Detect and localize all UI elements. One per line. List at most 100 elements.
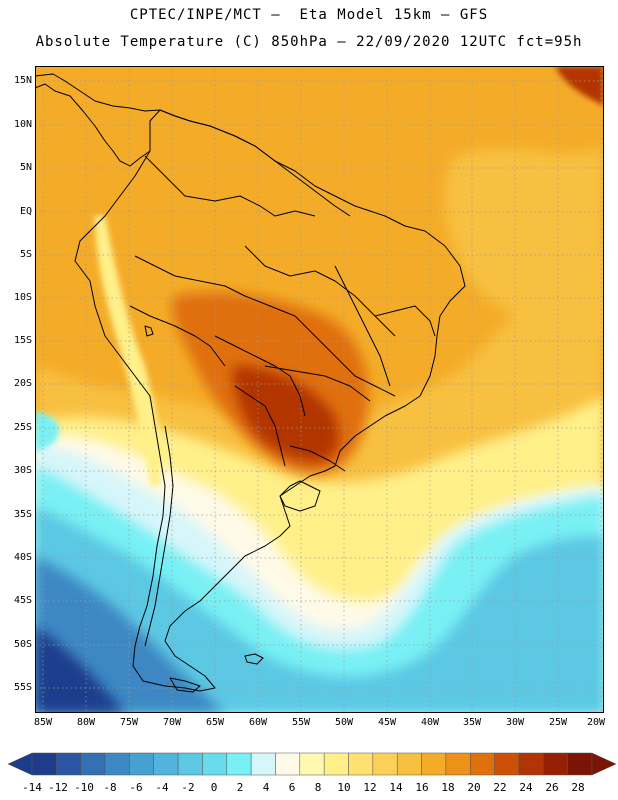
- legend-swatch: [80, 752, 106, 776]
- legend-label-12: 12: [363, 781, 377, 794]
- legend-label-neg14: -14: [22, 781, 42, 794]
- legend-label-0: 0: [210, 781, 218, 794]
- border-paraguay: [234, 385, 286, 467]
- legend-swatch: [129, 752, 154, 776]
- chart-title-line-1: CPTEC/INPE/MCT – Eta Model 15km – GFS: [129, 7, 489, 23]
- lat-label-45s: 45S: [13, 595, 32, 606]
- legend-label-16: 16: [415, 781, 429, 794]
- legend-swatch: [543, 752, 568, 776]
- lon-label-75w: 75W: [119, 717, 139, 728]
- lon-label-50w: 50W: [334, 717, 354, 728]
- legend-swatch: [396, 752, 422, 776]
- temperature-field: [35, 66, 604, 713]
- lat-label-30s: 30S: [13, 465, 32, 476]
- lon-label-65w: 65W: [205, 717, 225, 728]
- lon-label-35w: 35W: [462, 717, 482, 728]
- legend-swatch: [202, 752, 228, 776]
- legend-label-neg8: -8: [103, 781, 117, 794]
- legend-swatch: [372, 752, 398, 776]
- border-amazon: [134, 255, 296, 317]
- legend-label-14: 14: [389, 781, 403, 794]
- legend-arrow-high: [591, 752, 617, 776]
- lon-label-60w: 60W: [248, 717, 268, 728]
- legend-swatch: [445, 752, 471, 776]
- legend-swatch: [31, 752, 57, 776]
- lon-label-40w: 40W: [420, 717, 440, 728]
- legend-label-22: 22: [493, 781, 507, 794]
- lon-label-70w: 70W: [162, 717, 182, 728]
- legend-arrow-low: [7, 752, 33, 776]
- lon-label-80w: 80W: [76, 717, 96, 728]
- lon-label-25w: 25W: [548, 717, 568, 728]
- legend-swatch: [104, 752, 130, 776]
- lat-label-35s: 35S: [13, 509, 32, 520]
- lon-label-45w: 45W: [377, 717, 397, 728]
- lon-label-30w: 30W: [505, 717, 525, 728]
- central-america-coast: [35, 83, 151, 167]
- field-hot-northeast: [555, 66, 604, 106]
- legend-swatch: [348, 752, 374, 776]
- border-brazil-states-5: [374, 305, 436, 337]
- legend-swatch: [518, 752, 544, 776]
- border-south-brazil: [289, 445, 346, 472]
- legend-label-28: 28: [571, 781, 585, 794]
- legend-swatch: [56, 752, 81, 776]
- legend-label-neg6: -6: [129, 781, 143, 794]
- legend-swatch: [275, 752, 301, 776]
- field-pacific-cyan: [35, 411, 59, 451]
- lat-label-55s: 55S: [13, 682, 32, 693]
- legend-label-neg2: -2: [181, 781, 195, 794]
- lat-label-50s: 50S: [13, 639, 32, 650]
- lat-label-5n: 5N: [19, 162, 32, 173]
- lat-label-40s: 40S: [13, 552, 32, 563]
- legend-swatch: [470, 752, 495, 776]
- legend-swatch: [177, 752, 203, 776]
- legend-colorbar: [7, 752, 617, 776]
- lon-label-55w: 55W: [291, 717, 311, 728]
- legend-swatch: [299, 752, 325, 776]
- lat-label-5s: 5S: [19, 249, 32, 260]
- field-cyan-band: [35, 506, 604, 713]
- border-peru-bolivia: [129, 305, 226, 367]
- map-area: [35, 66, 604, 713]
- legend-label-26: 26: [545, 781, 559, 794]
- map-border: [35, 66, 604, 713]
- legend-label-20: 20: [467, 781, 481, 794]
- border-brazil-states-2: [294, 315, 396, 397]
- lon-label-20w: 20W: [586, 717, 606, 728]
- field-andes-strip: [95, 216, 162, 486]
- border-argentina-chile: [144, 425, 174, 647]
- legend-label-neg4: -4: [155, 781, 169, 794]
- legend-swatch: [153, 752, 179, 776]
- legend-swatch: [250, 752, 276, 776]
- legend-label-2: 2: [236, 781, 244, 794]
- legend-swatch: [226, 752, 252, 776]
- border-brazil-states-3: [334, 265, 391, 387]
- border-uruguay: [279, 480, 321, 512]
- lat-label-15n: 15N: [13, 75, 32, 86]
- legend-swatch: [421, 752, 447, 776]
- border-north-1: [144, 155, 316, 217]
- tierra-del-fuego: [169, 677, 201, 693]
- lat-label-20s: 20S: [13, 378, 32, 389]
- legend-label-18: 18: [441, 781, 455, 794]
- legend-swatch: [494, 752, 520, 776]
- legend-label-neg10: -10: [74, 781, 94, 794]
- lake-titicaca: [144, 325, 154, 337]
- lat-label-10s: 10S: [13, 292, 32, 303]
- lat-label-10n: 10N: [13, 119, 32, 130]
- chart-title-line-2: Absolute Temperature (C) 850hPa – 22/09/…: [35, 34, 583, 50]
- field-dark-blue-band: [35, 626, 125, 713]
- legend-label-24: 24: [519, 781, 533, 794]
- temperature-map: [35, 66, 604, 713]
- border-brazil-states-1: [244, 245, 396, 337]
- lat-label-15s: 15S: [13, 335, 32, 346]
- legend-swatch: [567, 752, 593, 776]
- legend-label-4: 4: [262, 781, 270, 794]
- legend-label-6: 6: [288, 781, 296, 794]
- legend-swatch: [323, 752, 349, 776]
- coastlines-and-borders: [35, 73, 466, 693]
- lat-label-eq: EQ: [19, 206, 32, 217]
- border-brazil-states-4: [264, 365, 371, 402]
- south-america-outline: [74, 109, 466, 692]
